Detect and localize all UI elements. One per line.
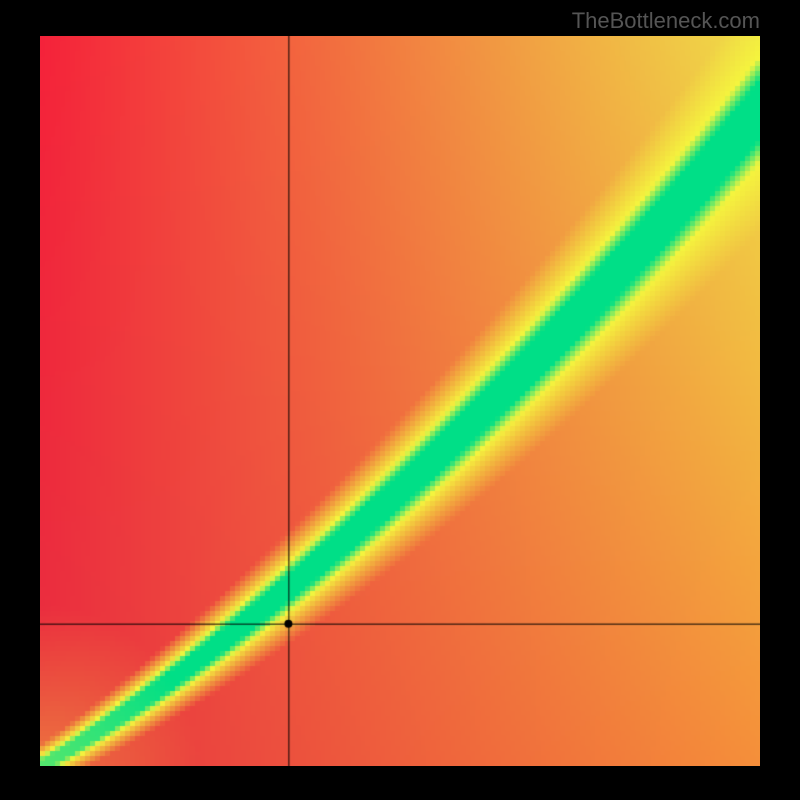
chart-frame: TheBottleneck.com	[0, 0, 800, 800]
heatmap-canvas	[40, 36, 760, 766]
heatmap-plot	[40, 36, 760, 766]
watermark-label: TheBottleneck.com	[572, 8, 760, 34]
